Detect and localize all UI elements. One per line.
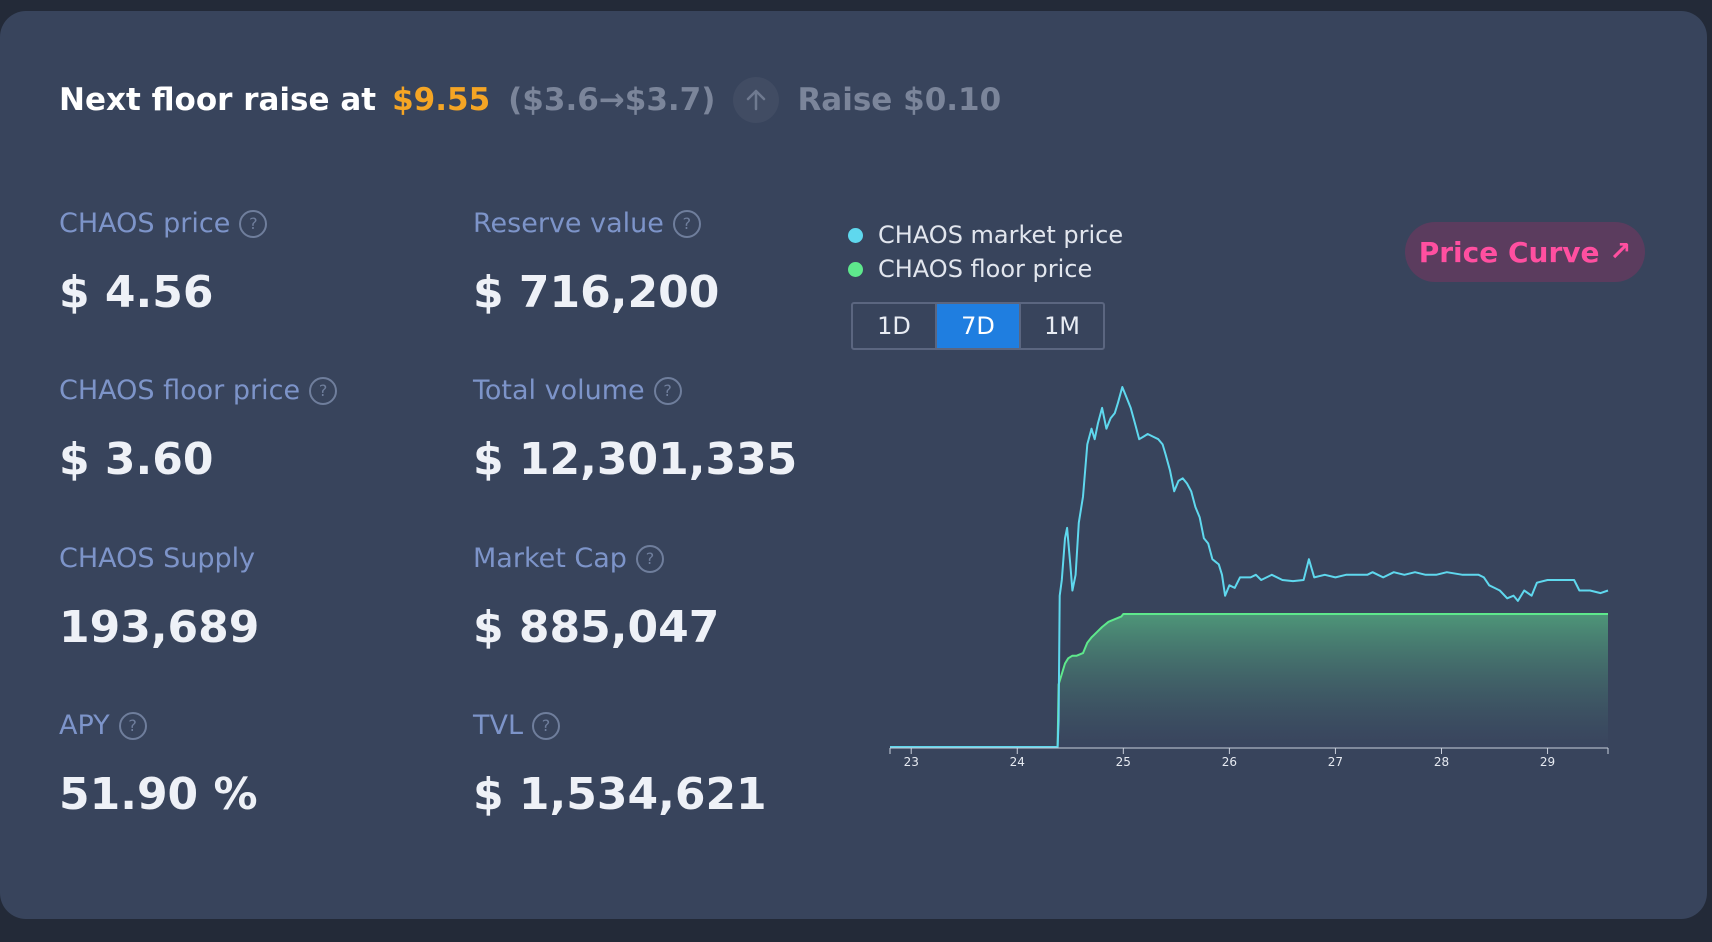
floor-raise-title: Next floor raise at: [59, 82, 377, 118]
x-tick-label: 26: [1222, 755, 1237, 769]
stat-reserve-value: Reserve value? $ 716,200: [473, 208, 719, 318]
stats-card: [0, 11, 1707, 919]
legend-label: CHAOS market price: [878, 221, 1124, 249]
floor-price-area: [1057, 614, 1608, 747]
x-tick-label: 25: [1116, 755, 1131, 769]
legend-dot: [848, 227, 863, 243]
time-range-tabs: 1D 7D 1M: [851, 302, 1105, 350]
help-icon[interactable]: ?: [309, 376, 338, 405]
stat-label: TVL: [473, 710, 524, 741]
stat-label: Market Cap: [473, 543, 627, 574]
tab-7d[interactable]: 7D: [937, 304, 1021, 348]
stat-value: $ 4.56: [59, 267, 214, 318]
stat-floor-price: CHAOS floor price? $ 3.60: [59, 375, 338, 485]
market-price-line: [890, 386, 1609, 748]
raise-button[interactable]: Raise $0.10: [797, 82, 1002, 118]
x-tick-label: 23: [904, 755, 919, 769]
arrow-up-right-icon: ↗: [1609, 237, 1632, 267]
x-tick-label: 27: [1328, 755, 1343, 769]
tab-1m[interactable]: 1M: [1044, 312, 1080, 340]
stat-label: Total volume: [473, 375, 645, 406]
stat-value: 193,689: [59, 602, 260, 653]
arrow-up-icon-glyph: [747, 89, 766, 111]
legend-label: CHAOS floor price: [878, 255, 1093, 283]
price-curve-label: Price Curve: [1418, 235, 1600, 269]
stat-value: $ 716,200: [473, 267, 720, 318]
arrow-up-icon[interactable]: [733, 77, 780, 123]
tab-1d[interactable]: 1D: [853, 304, 937, 348]
chart-series-group: [890, 386, 1609, 748]
floor-raise-target-price: $9.55: [392, 82, 491, 118]
stat-apy: APY? 51.90 %: [59, 710, 258, 820]
stat-supply: CHAOS Supply 193,689: [59, 543, 259, 653]
price-curve-button[interactable]: Price Curve ↗: [1405, 222, 1645, 282]
stat-label: CHAOS floor price: [59, 375, 301, 406]
stat-label: CHAOS price: [59, 208, 231, 239]
stat-value: $ 885,047: [473, 602, 720, 653]
stat-label: APY: [59, 710, 110, 741]
floor-price-line: [890, 613, 1608, 748]
stat-value: $ 3.60: [59, 434, 214, 485]
legend-dot: [848, 261, 863, 277]
help-icon[interactable]: ?: [653, 376, 682, 405]
stat-market-cap: Market Cap? $ 885,047: [473, 543, 719, 653]
help-icon[interactable]: ?: [672, 209, 701, 238]
help-icon[interactable]: ?: [118, 711, 147, 740]
help-icon[interactable]: ?: [635, 544, 664, 573]
stat-value: $ 12,301,335: [473, 434, 798, 485]
stat-label: CHAOS Supply: [59, 543, 256, 574]
legend-item-floor-price[interactable]: CHAOS floor price: [848, 252, 1123, 286]
x-tick-label: 24: [1010, 755, 1025, 769]
x-tick-label: 28: [1434, 755, 1449, 769]
x-tick-label: 29: [1540, 755, 1555, 769]
help-icon[interactable]: ?: [239, 209, 268, 238]
stat-value: $ 1,534,621: [473, 769, 767, 820]
help-icon[interactable]: ?: [532, 711, 561, 740]
legend-item-market-price[interactable]: CHAOS market price: [848, 218, 1123, 252]
chart-legend: CHAOS market price CHAOS floor price: [848, 218, 1123, 286]
floor-range: ($3.6→$3.7): [508, 82, 716, 118]
x-axis: 23 24 25 26 27 28 29: [889, 747, 1609, 769]
stat-chaos-price: CHAOS price? $ 4.56: [59, 208, 268, 318]
stat-value: 51.90 %: [59, 769, 258, 820]
floor-raise-header: Next floor raise at $9.55 ($3.6→$3.7) Ra…: [59, 60, 1001, 140]
stat-total-volume: Total volume? $ 12,301,335: [473, 375, 797, 485]
stat-tvl: TVL? $ 1,534,621: [473, 710, 767, 820]
stat-label: Reserve value: [473, 208, 664, 239]
